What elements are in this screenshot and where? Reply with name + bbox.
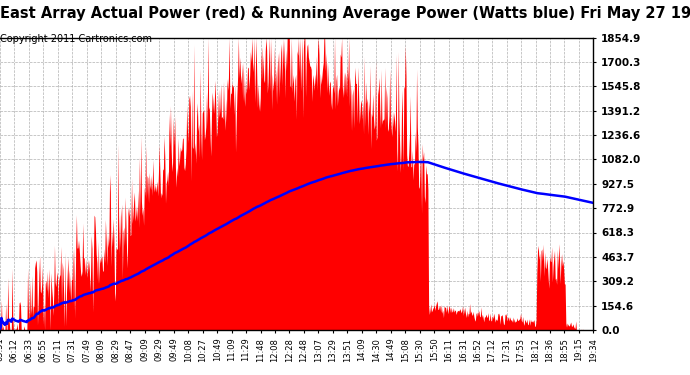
Text: East Array Actual Power (red) & Running Average Power (Watts blue) Fri May 27 19: East Array Actual Power (red) & Running … (0, 6, 690, 21)
Text: Copyright 2011 Cartronics.com: Copyright 2011 Cartronics.com (0, 34, 152, 44)
